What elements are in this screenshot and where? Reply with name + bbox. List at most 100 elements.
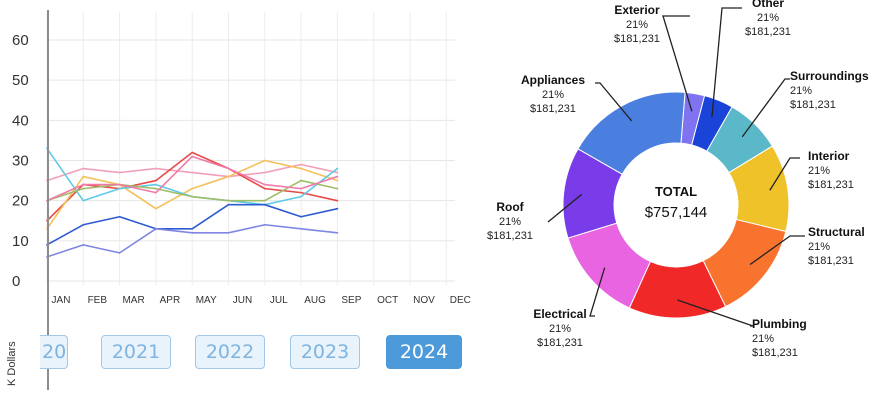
data-point: [82, 200, 84, 202]
data-point: [82, 188, 84, 190]
x-tick-label: JUL: [270, 295, 288, 306]
y-tick-label: 10: [12, 233, 29, 250]
x-tick-label: NOV: [413, 295, 435, 306]
slice-amount: $181,231: [808, 179, 854, 191]
y-tick-labels: 0 10 20 30 40 50 60: [12, 32, 29, 290]
slice-amount: $181,231: [487, 230, 533, 242]
data-point: [337, 200, 339, 202]
data-point: [119, 188, 121, 190]
data-point: [300, 188, 302, 190]
data-point: [155, 192, 157, 194]
slice-amount: $181,231: [790, 99, 836, 111]
slice-label: Structural: [808, 225, 865, 239]
data-point: [82, 224, 84, 226]
data-point: [264, 160, 266, 162]
slice-amount: $181,231: [745, 26, 791, 38]
slice-label: Interior: [808, 149, 850, 163]
year-button-20[interactable]: 20: [40, 335, 68, 369]
slice-percent: 21%: [757, 12, 779, 24]
year-button-2022[interactable]: 2022: [195, 335, 265, 369]
data-point: [228, 176, 230, 178]
data-point: [155, 168, 157, 170]
data-point: [300, 228, 302, 230]
data-point: [155, 208, 157, 210]
slice-percent: 21%: [808, 165, 830, 177]
data-point: [264, 184, 266, 186]
data-point: [228, 204, 230, 206]
line-chart: 0102030405060 JAN FEB MAR APR MAY JUN JUL AUG SE…: [12, 10, 471, 390]
y-tick-label: 50: [12, 72, 29, 89]
slice-label: Other: [752, 0, 784, 10]
x-tick-label: JUN: [233, 295, 252, 306]
data-point: [82, 168, 84, 170]
year-button-2023[interactable]: 2023: [290, 335, 360, 369]
data-point: [264, 204, 266, 206]
data-point: [119, 216, 121, 218]
donut-center-value: $757,144: [645, 204, 708, 221]
x-tick-label: MAY: [196, 295, 217, 306]
data-point: [191, 188, 193, 190]
slice-amount: $181,231: [537, 337, 583, 349]
slice-percent: 21%: [499, 216, 521, 228]
data-point: [191, 156, 193, 158]
y-tick-label: 60: [12, 32, 29, 49]
year-button-2021[interactable]: 2021: [101, 335, 171, 369]
slice-percent: 21%: [808, 241, 830, 253]
data-point: [337, 172, 339, 174]
data-point: [337, 188, 339, 190]
y-tick-label: 20: [12, 193, 29, 210]
data-point: [119, 172, 121, 174]
y-tick-label: 30: [12, 153, 29, 170]
data-point: [155, 184, 157, 186]
data-point: [300, 180, 302, 182]
x-tick-label: JAN: [52, 295, 71, 306]
year-button-2024[interactable]: 2024: [386, 335, 462, 369]
data-point: [300, 168, 302, 170]
data-point: [155, 180, 157, 182]
data-point: [264, 172, 266, 174]
data-point: [82, 184, 84, 186]
y-axis-title-text: K Dollars: [6, 341, 18, 386]
data-point: [264, 188, 266, 190]
data-point: [264, 224, 266, 226]
data-point: [300, 216, 302, 218]
data-point: [82, 244, 84, 246]
y-tick-label: 0: [12, 273, 20, 290]
x-tick-label: AUG: [304, 295, 326, 306]
data-point: [337, 168, 339, 170]
slice-percent: 21%: [626, 19, 648, 31]
data-point: [119, 252, 121, 254]
data-point: [155, 228, 157, 230]
data-point: [228, 168, 230, 170]
data-point: [337, 208, 339, 210]
data-point: [191, 196, 193, 198]
data-point: [228, 232, 230, 234]
x-tick-label: APR: [160, 295, 181, 306]
x-tick-label: SEP: [341, 295, 361, 306]
data-point: [300, 192, 302, 194]
data-point: [191, 232, 193, 234]
data-point: [228, 200, 230, 202]
data-point: [337, 232, 339, 234]
y-tick-label: 40: [12, 112, 29, 129]
x-tick-label: FEB: [88, 295, 108, 306]
callout-other: Other 21% $181,231: [712, 0, 791, 117]
slice-label: Plumbing: [752, 317, 807, 331]
line-chart-grid: [47, 12, 455, 285]
slice-label: Exterior: [614, 3, 660, 17]
y-axis-title: K Dollars: [4, 322, 18, 388]
data-point: [264, 200, 266, 202]
leader-line: [742, 79, 790, 137]
data-point: [191, 152, 193, 154]
slice-label: Appliances: [521, 73, 585, 87]
data-point: [191, 228, 193, 230]
slice-label: Roof: [496, 200, 524, 214]
donut-center-title: TOTAL: [655, 184, 697, 199]
data-point: [300, 196, 302, 198]
data-point: [337, 180, 339, 182]
data-point: [82, 176, 84, 178]
slice-percent: 21%: [752, 333, 774, 345]
x-tick-labels: JAN FEB MAR APR MAY JUN JUL AUG SEP OCT NOV DEC: [52, 295, 471, 306]
slice-amount: $181,231: [808, 255, 854, 267]
